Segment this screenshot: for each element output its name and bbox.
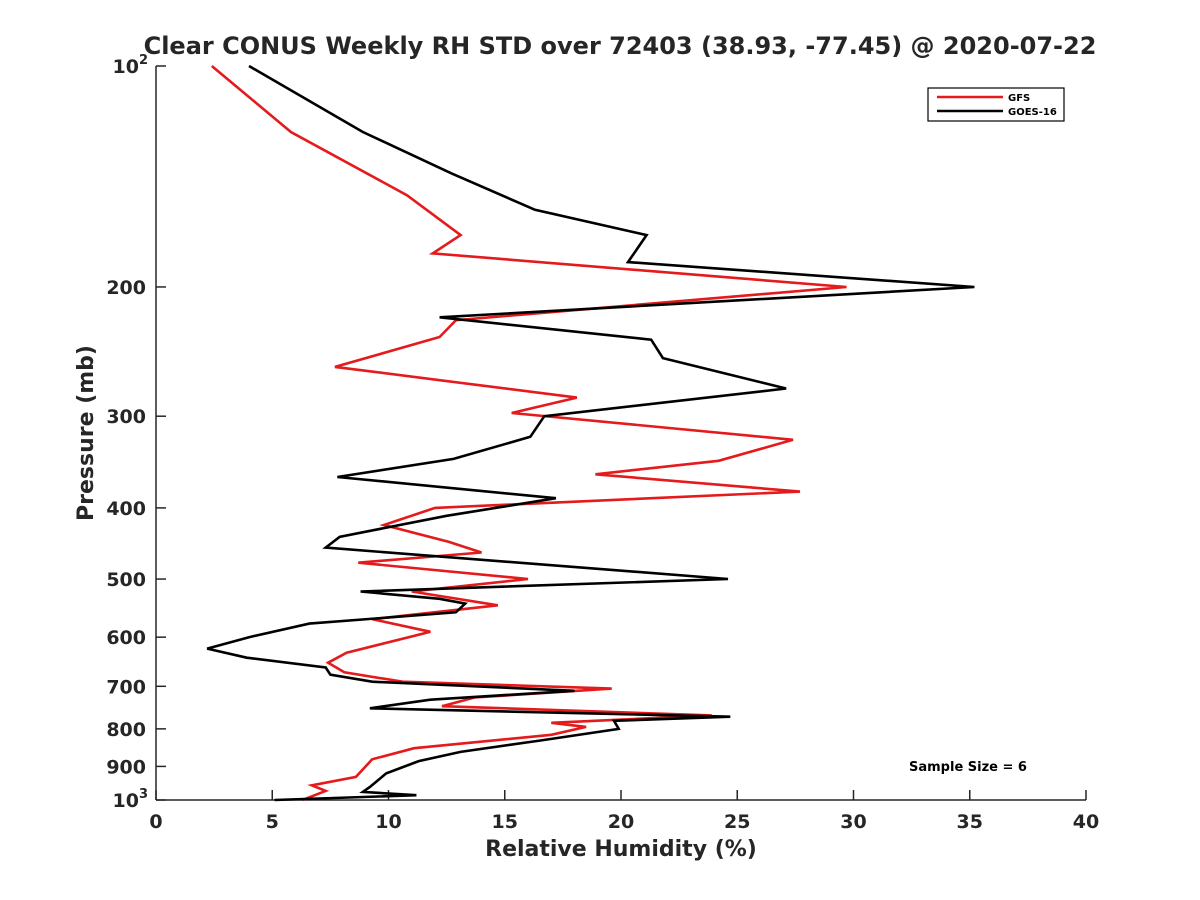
x-tick-label: 0: [149, 811, 162, 833]
x-tick-label: 35: [957, 811, 983, 833]
series-lines: [206, 64, 975, 802]
x-tick-label: 30: [840, 811, 866, 833]
y-tick-label: 500: [106, 569, 146, 591]
series-line-gfs: [210, 65, 847, 802]
y-axis-ticks: 102 200 300 400 500 600 700 800 900 103: [106, 53, 166, 812]
x-tick-label: 20: [608, 811, 634, 833]
x-tick-label: 5: [266, 811, 279, 833]
sample-size-annotation: Sample Size = 6: [909, 760, 1027, 775]
series-line-goes-16: [206, 64, 975, 802]
chart-title: Clear CONUS Weekly RH STD over 72403 (38…: [144, 32, 1097, 60]
y-tick-label: 102: [113, 53, 149, 78]
y-tick-label: 300: [106, 406, 146, 428]
y-tick-label: 800: [106, 719, 146, 741]
y-tick-label: 700: [106, 676, 146, 698]
x-tick-label: 10: [375, 811, 401, 833]
y-tick-label: 103: [113, 787, 149, 812]
y-tick-label: 400: [106, 498, 146, 520]
x-axis-label: Relative Humidity (%): [485, 837, 757, 862]
x-tick-label: 25: [724, 811, 750, 833]
x-axis-ticks: 0 5 10 15 20 25 30 35 40: [149, 790, 1099, 833]
x-tick-label: 40: [1073, 811, 1099, 833]
y-axis-label: Pressure (mb): [74, 345, 99, 521]
x-tick-label: 15: [492, 811, 518, 833]
y-tick-label: 200: [106, 277, 146, 299]
plot-axes: [155, 66, 1086, 801]
legend-label-gfs: GFS: [1008, 93, 1030, 104]
y-tick-label: 600: [106, 627, 146, 649]
y-tick-label: 900: [106, 756, 146, 778]
legend: GFS GOES-16: [927, 87, 1065, 122]
legend-box: [927, 87, 1065, 122]
legend-label-goes-16: GOES-16: [1008, 107, 1057, 118]
